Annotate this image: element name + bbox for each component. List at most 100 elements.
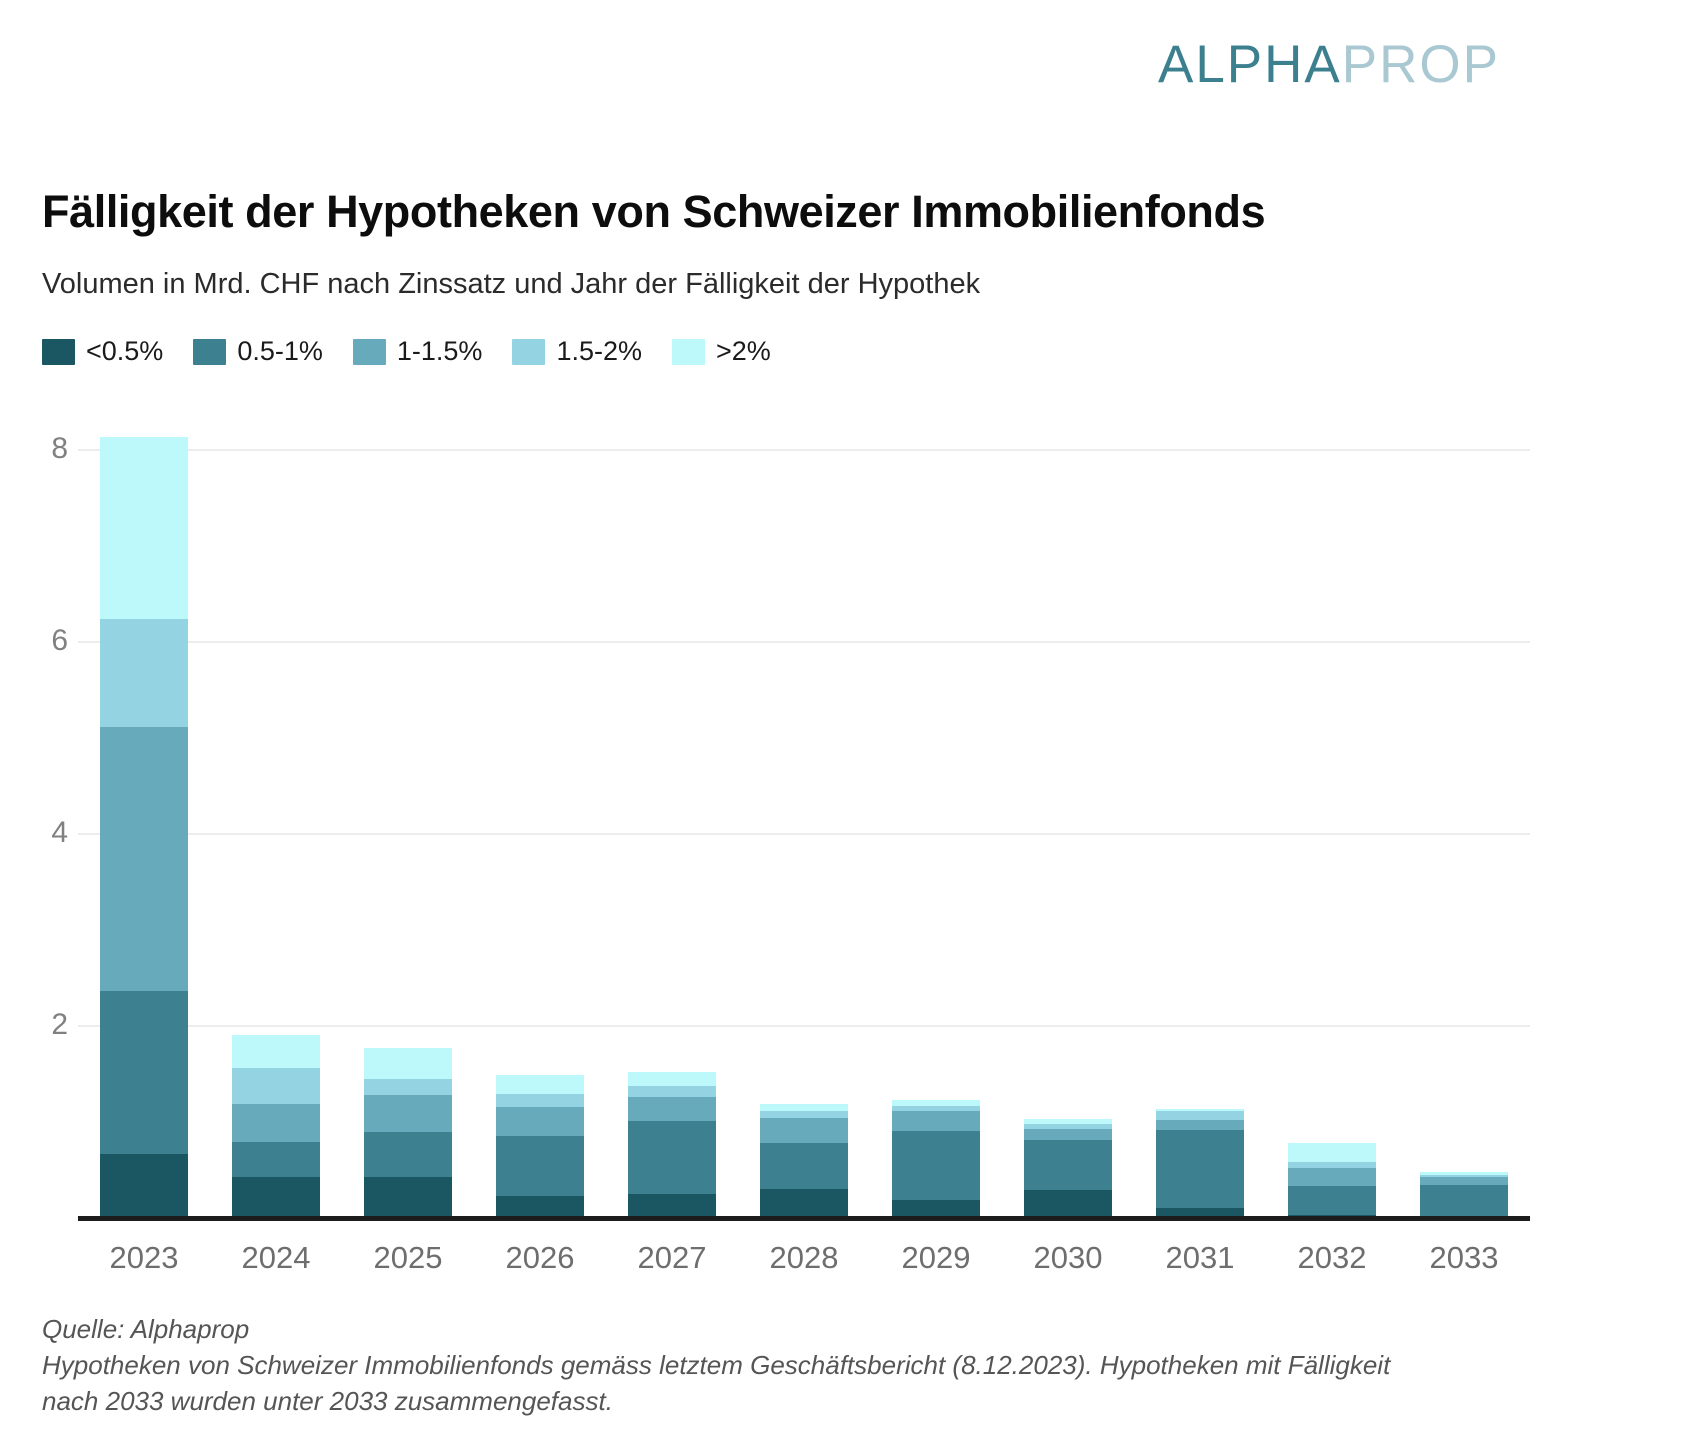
bar-stack[interactable]: [760, 1103, 848, 1217]
bar-column[interactable]: [342, 430, 474, 1217]
bar-segment[interactable]: [496, 1094, 584, 1107]
bar-segment[interactable]: [1288, 1168, 1376, 1187]
x-axis-tick-label: 2033: [1429, 1240, 1499, 1275]
bar-segment[interactable]: [760, 1111, 848, 1119]
gridline: [78, 1025, 1530, 1028]
legend-item-label: 1.5-2%: [556, 336, 642, 366]
legend-item[interactable]: 1.5-2%: [512, 336, 642, 367]
bar-segment[interactable]: [628, 1121, 716, 1194]
bar-segment[interactable]: [1024, 1128, 1112, 1141]
bar-segment[interactable]: [1420, 1185, 1508, 1217]
legend-item-label: <0.5%: [86, 336, 164, 366]
bar-segment[interactable]: [628, 1072, 716, 1086]
bar-segment[interactable]: [1024, 1119, 1112, 1124]
bar-segment[interactable]: [364, 1078, 452, 1096]
bar-segment[interactable]: [100, 991, 188, 1154]
x-axis-tick-label: 2027: [637, 1240, 707, 1275]
bar-column[interactable]: [1398, 430, 1530, 1217]
bar-stack[interactable]: [1420, 1171, 1508, 1217]
bar-segment[interactable]: [232, 1068, 320, 1104]
footnote-source: Quelle: Alphaprop: [42, 1314, 250, 1344]
bar-segment[interactable]: [892, 1199, 980, 1217]
bar-segment[interactable]: [496, 1074, 584, 1095]
bar-segment[interactable]: [232, 1176, 320, 1217]
bar-column[interactable]: [870, 430, 1002, 1217]
bar-column[interactable]: [474, 430, 606, 1217]
bar-segment[interactable]: [760, 1143, 848, 1190]
bar-segment[interactable]: [232, 1142, 320, 1177]
bar-segment[interactable]: [628, 1193, 716, 1217]
bar-segment[interactable]: [100, 619, 188, 727]
legend-item-label: 1-1.5%: [396, 336, 483, 366]
bar-stack[interactable]: [1156, 1108, 1244, 1217]
bar-segment[interactable]: [100, 436, 188, 620]
legend-item[interactable]: 0.5-1%: [193, 336, 323, 367]
legend-swatch-icon: [42, 338, 75, 365]
bar-segment[interactable]: [1420, 1176, 1508, 1186]
bar-segment[interactable]: [1288, 1186, 1376, 1216]
y-axis-tick-label: 8: [51, 432, 68, 466]
chart-x-axis-line: [78, 1216, 1530, 1221]
x-axis-tick-label: 2024: [241, 1240, 311, 1275]
legend-item[interactable]: <0.5%: [42, 336, 163, 367]
logo-text-prop: PROP: [1341, 35, 1500, 94]
page-title: Fälligkeit der Hypotheken von Schweizer …: [42, 186, 1266, 237]
bar-segment[interactable]: [496, 1106, 584, 1137]
bar-segment[interactable]: [1024, 1123, 1112, 1129]
bar-segment[interactable]: [100, 1153, 188, 1217]
bar-stack[interactable]: [364, 1048, 452, 1217]
x-axis-tick-label: 2026: [505, 1240, 575, 1275]
bar-segment[interactable]: [1156, 1120, 1244, 1130]
bar-segment[interactable]: [100, 726, 188, 992]
bar-column[interactable]: [1134, 430, 1266, 1217]
bar-segment[interactable]: [496, 1195, 584, 1217]
bar-column[interactable]: [1266, 430, 1398, 1217]
bar-segment[interactable]: [628, 1097, 716, 1122]
chart-footnote: Quelle: Alphaprop Hypotheken von Schweiz…: [42, 1312, 1522, 1420]
bar-segment[interactable]: [364, 1095, 452, 1132]
bar-segment[interactable]: [892, 1130, 980, 1200]
bar-stack[interactable]: [628, 1072, 716, 1217]
legend-item[interactable]: 1-1.5%: [352, 336, 483, 367]
bar-segment[interactable]: [892, 1099, 980, 1106]
bar-segment[interactable]: [1288, 1162, 1376, 1169]
bar-segment[interactable]: [1420, 1174, 1508, 1177]
bar-segment[interactable]: [760, 1118, 848, 1144]
bar-segment[interactable]: [892, 1110, 980, 1131]
bar-segment[interactable]: [1156, 1110, 1244, 1121]
x-axis-tick-label: 2031: [1165, 1240, 1235, 1275]
bar-segment[interactable]: [1156, 1129, 1244, 1209]
bar-segment[interactable]: [496, 1136, 584, 1196]
bar-stack[interactable]: [496, 1074, 584, 1217]
bar-segment[interactable]: [760, 1103, 848, 1112]
bar-segment[interactable]: [232, 1103, 320, 1143]
bar-segment[interactable]: [760, 1189, 848, 1217]
bar-segment[interactable]: [232, 1034, 320, 1069]
bar-stack[interactable]: [1288, 1143, 1376, 1217]
bar-segment[interactable]: [628, 1085, 716, 1098]
bar-column[interactable]: [738, 430, 870, 1217]
bar-segment[interactable]: [1024, 1190, 1112, 1217]
bar-column[interactable]: [210, 430, 342, 1217]
legend-item[interactable]: >2%: [672, 336, 771, 367]
bar-segment[interactable]: [364, 1131, 452, 1177]
bar-column[interactable]: [606, 430, 738, 1217]
bar-stack[interactable]: [100, 436, 188, 1217]
legend-swatch-icon: [512, 338, 546, 365]
bar-stack[interactable]: [232, 1034, 320, 1217]
bar-segment[interactable]: [1420, 1171, 1508, 1175]
bar-segment[interactable]: [1024, 1140, 1112, 1191]
bar-stack[interactable]: [892, 1099, 980, 1217]
bar-segment[interactable]: [364, 1176, 452, 1217]
bar-segment[interactable]: [1156, 1108, 1244, 1111]
chart-plot-area: 2 4 6 8: [0, 418, 1708, 1230]
bar-segment[interactable]: [1288, 1143, 1376, 1163]
bar-segment[interactable]: [364, 1048, 452, 1079]
chart-x-axis-labels: 2023 2024 2025 2026 2027 2028 2029 2030 2031 2032…: [78, 1240, 1530, 1276]
bar-column[interactable]: [78, 430, 210, 1217]
bar-stack[interactable]: [1024, 1119, 1112, 1217]
footnote-note-line-2: nach 2033 wurden unter 2033 zusammengefa…: [42, 1385, 613, 1416]
bar-column[interactable]: [1002, 430, 1134, 1217]
bar-segment[interactable]: [1156, 1208, 1244, 1217]
bar-segment[interactable]: [892, 1105, 980, 1111]
